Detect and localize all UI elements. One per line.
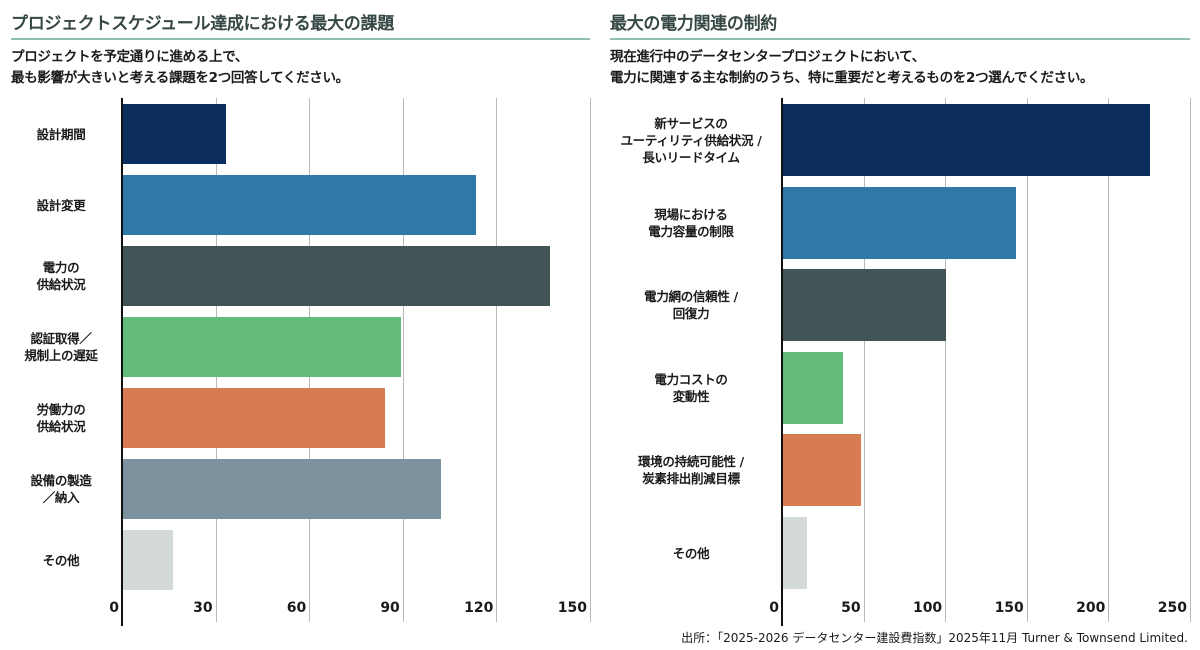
tick-label: 90 xyxy=(380,600,400,616)
tick-label: 200 xyxy=(1076,600,1106,616)
bar xyxy=(783,351,844,424)
bar xyxy=(123,104,226,164)
category-label: 労働力の 供給状況 xyxy=(36,402,86,434)
bar xyxy=(783,104,1151,176)
left-chart-subtitle: プロジェクトを予定通りに進める上で、 最も影響が大きいと考える課題を2つ回答して… xyxy=(11,49,349,86)
tick-label: 120 xyxy=(464,600,494,616)
category-label: 環境の持続可能性 / 炭素排出削減目標 xyxy=(638,454,744,487)
tick-label: 30 xyxy=(193,600,213,616)
right-chart-title: 最大の電力関連の制約 xyxy=(610,14,777,34)
right-title-divider xyxy=(610,38,1190,40)
bar xyxy=(123,530,173,590)
category-label: 設計変更 xyxy=(36,197,86,213)
category-label: その他 xyxy=(42,552,80,568)
category-label: 設備の製造 ／納入 xyxy=(30,473,92,505)
tick-label: 150 xyxy=(994,600,1024,616)
tick-label: 0 xyxy=(109,600,119,616)
gridline xyxy=(863,98,865,622)
bar xyxy=(123,317,401,377)
category-label: その他 xyxy=(672,545,710,561)
bar xyxy=(123,246,551,306)
left-chart-title: プロジェクトスケジュール達成における最大の課題 xyxy=(11,14,394,34)
tick-label: 50 xyxy=(841,600,861,616)
gridline xyxy=(1026,98,1028,622)
left-title-divider xyxy=(11,38,590,40)
y-axis-line xyxy=(781,98,783,626)
category-label: 認証取得／ 規制上の遅延 xyxy=(24,331,98,363)
tick-label: 250 xyxy=(1157,600,1187,616)
bar xyxy=(783,186,1017,259)
category-label: 電力の 供給状況 xyxy=(36,260,86,292)
tick-label: 150 xyxy=(557,600,587,616)
bar xyxy=(783,434,862,507)
y-axis-line xyxy=(121,98,123,626)
bar xyxy=(783,517,808,589)
bar xyxy=(783,269,947,342)
category-label: 新サービスの ユーティリティ供給状況 / 長いリードタイム xyxy=(620,115,762,165)
category-label: 電力網の信頼性 / 回復力 xyxy=(644,289,738,322)
category-label: 電力コストの 変動性 xyxy=(654,371,728,404)
gridline xyxy=(1108,98,1110,622)
category-label: 設計期間 xyxy=(36,126,86,142)
right-chart-subtitle: 現在進行中のデータセンタープロジェクトにおいて、 電力に関連する主な制約のうち、… xyxy=(610,49,1094,86)
source-note: 出所：「2025-2026 データセンター建設費指数」2025年11月 Turn… xyxy=(681,631,1188,645)
gridline xyxy=(496,98,498,622)
bar xyxy=(123,388,386,448)
tick-label: 60 xyxy=(286,600,307,616)
gridline xyxy=(945,98,947,622)
tick-label: 0 xyxy=(769,600,779,616)
gridline xyxy=(1190,98,1191,622)
category-label: 現場における 電力容量の制限 xyxy=(648,206,734,239)
bar xyxy=(123,459,442,519)
bar xyxy=(123,175,476,235)
gridline xyxy=(402,98,404,622)
gridline xyxy=(590,98,591,622)
tick-label: 100 xyxy=(912,600,943,616)
